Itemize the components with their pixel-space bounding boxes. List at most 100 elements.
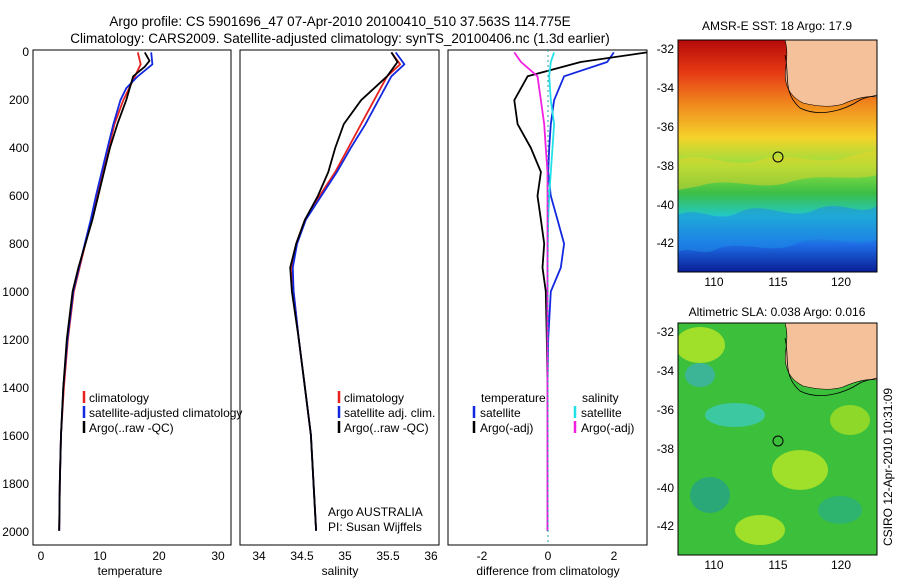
sla-map-title: Altimetric SLA: 0.038 Argo: 0.016	[689, 305, 866, 319]
salinity-x-tick: 36	[424, 549, 438, 563]
sla-anomaly	[690, 477, 730, 513]
depth-tick: 0	[22, 45, 29, 59]
lat-tick: -36	[657, 403, 675, 417]
difference-legend: temperature salinity satellite Argo(-adj…	[472, 391, 634, 435]
legend-label: satellite	[581, 406, 622, 420]
legend-label: satellite-adjusted climatology	[89, 406, 242, 420]
series-line-temperature-satellite	[546, 51, 615, 531]
depth-tick: 800	[9, 237, 29, 251]
series-line-climatology	[290, 51, 402, 531]
lon-tick: 120	[831, 558, 851, 572]
pi-note: PI: Susan Wijffels	[328, 520, 422, 534]
lon-tick: 115	[768, 275, 787, 289]
lat-tick: -40	[657, 481, 675, 495]
sla-map	[678, 323, 877, 555]
sst-map-frame	[677, 39, 878, 273]
lat-tick: -32	[657, 325, 675, 339]
depth-tick: 1800	[2, 477, 29, 491]
legend-label: Argo(-adj)	[581, 421, 634, 435]
legend-label: climatology	[344, 391, 404, 405]
australia-land	[784, 323, 877, 390]
depth-tick: 600	[9, 189, 29, 203]
argo-float-marker	[772, 435, 784, 447]
sla-anomaly	[685, 363, 715, 387]
lon-tick: 120	[831, 275, 851, 289]
sst-map	[678, 40, 877, 272]
lat-tick: -38	[657, 442, 675, 456]
legend-title-temperature: temperature	[481, 391, 546, 405]
sst-cool-band	[678, 206, 877, 252]
series-line-climatology	[58, 52, 142, 531]
salinity-x-label: salinity	[322, 564, 359, 578]
lat-tick: -42	[657, 236, 675, 250]
sla-anomaly	[735, 515, 785, 545]
salinity-legend: climatology satellite adj. clim. Argo(..…	[337, 391, 435, 435]
salinity-x-tick: 35	[338, 549, 352, 563]
difference-x-tick: 0	[545, 549, 552, 563]
legend-label: climatology	[89, 391, 149, 405]
temperature-x-tick: 10	[93, 549, 107, 563]
lat-tick: -34	[657, 364, 675, 378]
credit-label: CSIRO 12-Apr-2010 10:31:09	[881, 388, 895, 546]
sla-anomaly	[705, 403, 765, 427]
legend-label: Argo(..raw -QC)	[344, 421, 429, 435]
legend-label: satellite	[480, 406, 521, 420]
figure-title-line1: Argo profile: CS 5901696_47 07-Apr-2010 …	[109, 14, 570, 29]
difference-x-tick: 2	[611, 549, 618, 563]
sla-anomaly	[772, 450, 828, 490]
sla-map-y-axis: -32 -34 -36 -38 -40 -42	[657, 325, 675, 533]
australia-land	[784, 40, 877, 107]
sst-map-y-axis: -32 -34 -36 -38 -40 -42	[657, 42, 675, 250]
difference-x-label: difference from climatology	[476, 564, 619, 578]
depth-tick: 1200	[2, 333, 29, 347]
series-line-argo-raw-qc	[289, 51, 399, 531]
salinity-x-tick: 34.5	[290, 549, 314, 563]
depth-axis: 0 200 400 600 800 1000 1200 1400 1600 18…	[2, 45, 29, 539]
temperature-x-label: temperature	[98, 564, 163, 578]
depth-tick: 2000	[2, 525, 29, 539]
temperature-x-tick: 20	[152, 549, 166, 563]
difference-x-tick: -2	[477, 549, 488, 563]
argo-float-marker	[772, 151, 784, 163]
lat-tick: -34	[657, 81, 675, 95]
legend-label: Argo(-adj)	[480, 421, 533, 435]
institution-note: Argo AUSTRALIA	[328, 505, 423, 519]
salinity-x-tick: 35.5	[376, 549, 400, 563]
lon-tick: 115	[768, 558, 787, 572]
sla-map-frame	[677, 322, 878, 556]
lat-tick: -36	[657, 120, 675, 134]
lat-tick: -42	[657, 519, 675, 533]
depth-tick: 1400	[2, 381, 29, 395]
series-line-argo-raw-qc	[58, 51, 151, 531]
lat-tick: -40	[657, 198, 675, 212]
temperature-x-tick: 30	[211, 549, 225, 563]
series-line-salinity-argo-adj	[513, 51, 549, 531]
series-line-satellite-adj-clim	[291, 51, 406, 531]
temperature-x-tick: 0	[38, 549, 45, 563]
figure-title-line2: Climatology: CARS2009. Satellite-adjuste…	[70, 31, 610, 46]
temperature-plot-frame	[32, 49, 232, 546]
depth-tick: 400	[9, 141, 29, 155]
sla-anomaly	[830, 405, 870, 435]
isobath-line	[784, 337, 877, 396]
depth-tick: 1600	[2, 429, 29, 443]
isobath-line	[784, 54, 877, 113]
sla-anomaly	[678, 327, 725, 363]
lat-tick: -38	[657, 159, 675, 173]
series-line-temperature-argo-adj	[513, 51, 648, 531]
legend-label: Argo(..raw -QC)	[89, 421, 174, 435]
depth-tick: 200	[9, 93, 29, 107]
salinity-plot-frame	[239, 49, 440, 546]
sla-anomaly	[818, 496, 862, 524]
sst-map-title: AMSR-E SST: 18 Argo: 17.9	[702, 19, 852, 33]
sst-warm-band	[678, 150, 877, 190]
salinity-x-tick: 34	[252, 549, 266, 563]
temperature-legend: climatology satellite-adjusted climatolo…	[82, 391, 242, 435]
depth-tick: 1000	[2, 285, 29, 299]
legend-label: satellite adj. clim.	[344, 406, 435, 420]
series-layer	[58, 51, 648, 531]
lon-tick: 110	[704, 275, 723, 289]
lon-tick: 110	[704, 558, 723, 572]
legend-title-salinity: salinity	[582, 391, 619, 405]
